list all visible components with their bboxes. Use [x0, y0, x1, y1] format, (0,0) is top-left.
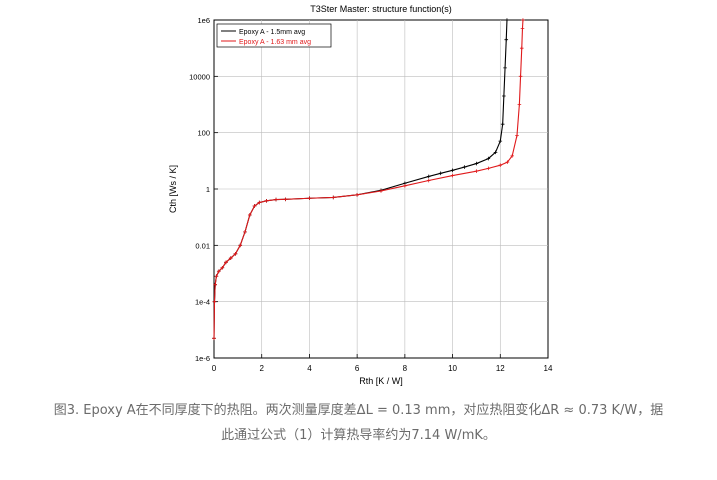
series-2-point	[257, 200, 262, 205]
series-2-point	[220, 265, 225, 270]
series-2-point	[264, 199, 269, 203]
x-tick-label: 8	[403, 364, 408, 373]
series-2-point	[518, 74, 523, 79]
series-2-point	[228, 256, 233, 260]
y-axis-label: Cth [Ws / K]	[168, 165, 178, 213]
series-2-point	[403, 183, 407, 188]
structure-function-chart: T3Ster Master: structure function(s) 0 2 4…	[168, 4, 553, 386]
x-tick-label: 10	[448, 364, 457, 373]
y-tick-label: 1e-6	[195, 354, 210, 363]
x-tick-label: 12	[496, 364, 505, 373]
series-2-point	[224, 260, 228, 265]
y-tick-label: 1	[206, 185, 210, 194]
series-1-point	[502, 94, 506, 98]
x-tick-label: 6	[355, 364, 360, 373]
series-2-point	[519, 46, 524, 50]
caption-line-1: 图3. Epoxy A在不同厚度下的热阻。两次测量厚度差ΔL = 0.13 mm…	[53, 403, 664, 418]
series-2-point	[486, 166, 491, 171]
series-2-point	[283, 197, 288, 202]
series-1-point	[500, 122, 505, 126]
y-tick-label: 10000	[189, 72, 210, 81]
series-1-point	[450, 168, 455, 173]
series-2-point	[238, 243, 243, 248]
series-2-point	[307, 196, 312, 201]
chart-svg: T3Ster Master: structure function(s) 0 2 4…	[168, 4, 553, 386]
series-1-point	[504, 37, 509, 42]
y-tick-label: 1e6	[197, 16, 210, 25]
x-axis-label: Rth [K / W]	[359, 376, 403, 386]
tick-layer: 0 2 4 6 8 10 12 14 1e-6 1e-4 0.01 1 100 10000 1e6	[189, 16, 553, 373]
series-2-point	[247, 213, 252, 217]
figure-caption: 图3. Epoxy A在不同厚度下的热阻。两次测量厚度差ΔL = 0.13 mm…	[10, 398, 707, 448]
legend-box	[216, 23, 332, 48]
series-2-point	[243, 230, 247, 234]
caption-line-2: 此通过公式（1）计算热导率约为7.14 W/mK。	[221, 428, 496, 443]
series-1-point	[474, 161, 479, 166]
series-1-point	[426, 174, 431, 179]
series-2-point	[498, 163, 503, 167]
x-tick-label: 0	[212, 364, 217, 373]
series-2-point	[379, 189, 383, 193]
series-2-point	[521, 18, 525, 22]
series-2-point	[450, 173, 455, 178]
series-2-point	[252, 204, 257, 208]
series-1-point	[498, 139, 503, 143]
series-2-point	[212, 299, 217, 304]
series-2-point	[213, 282, 217, 287]
series-2-point	[212, 336, 216, 341]
series-2-point	[233, 252, 238, 256]
series-2-point	[520, 26, 525, 31]
series-2-point	[510, 154, 515, 158]
series-2-point	[355, 193, 359, 197]
x-tick-label: 14	[544, 364, 553, 373]
series-1-point	[493, 150, 498, 155]
series-2-point	[426, 178, 431, 183]
series-1-point	[438, 171, 443, 176]
series-layer	[212, 18, 525, 341]
series-2-point	[474, 169, 479, 173]
series-2-point	[274, 197, 278, 202]
y-tick-label: 0.01	[195, 241, 210, 250]
series-2-point	[515, 133, 519, 138]
x-tick-label: 2	[259, 364, 264, 373]
series-1-point	[503, 66, 507, 70]
legend: Epoxy A - 1.5mm avg Epoxy A - 1.63 mm av…	[216, 23, 332, 48]
y-tick-label: 1e-4	[195, 298, 210, 307]
series-2-point	[214, 274, 219, 279]
series-2-point	[517, 102, 522, 107]
legend-label-1: Epoxy A - 1.5mm avg	[239, 29, 305, 36]
x-tick-label: 4	[307, 364, 312, 373]
legend-label-2: Epoxy A - 1.63 mm avg	[239, 39, 311, 46]
series-1-point	[486, 156, 491, 161]
series-2-point	[505, 160, 510, 164]
chart-title: T3Ster Master: structure function(s)	[310, 4, 452, 14]
y-tick-label: 100	[197, 129, 210, 138]
series-2-point	[331, 195, 336, 200]
series-2-point	[216, 269, 221, 274]
series-1-point	[505, 18, 509, 22]
series-1-point	[462, 165, 467, 169]
